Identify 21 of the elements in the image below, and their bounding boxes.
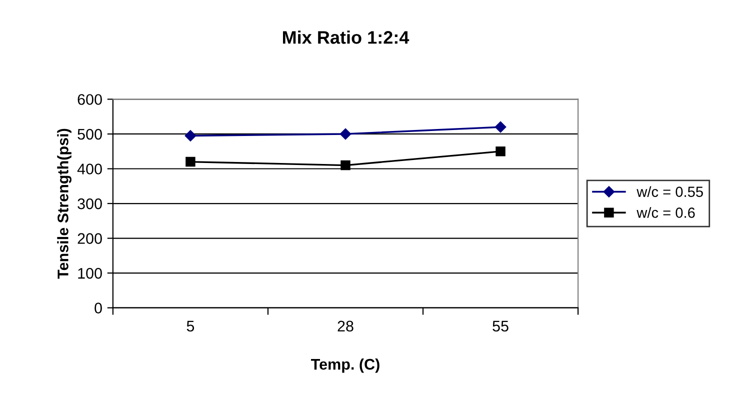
point [494, 121, 506, 133]
x-tick-label: 5 [186, 320, 194, 332]
legend-label: w/c = 0.55 [636, 186, 703, 197]
point [184, 130, 196, 142]
x-tick-label: 55 [492, 320, 508, 332]
y-tick-label: 400 [77, 164, 102, 174]
y-tick-label: 300 [78, 198, 102, 210]
point [186, 156, 196, 167]
chart-title: Mix Ratio 1:2:4 [282, 30, 410, 44]
y-tick-label: 200 [78, 233, 102, 244]
y-tick-label: 0 [94, 302, 102, 314]
x-axis-title: Temp. (C) [311, 358, 380, 373]
point [340, 160, 350, 170]
point [340, 128, 352, 140]
y-tick-label: 500 [78, 128, 102, 140]
legend-label: w/c = 0.6 [636, 207, 695, 218]
x-tick-label: 28 [338, 320, 354, 332]
y-tick-label: 600 [78, 94, 102, 105]
point [496, 146, 506, 156]
y-tick-label: 100 [78, 268, 102, 279]
y-axis-title: Tensile Strength(psi) [57, 128, 72, 279]
